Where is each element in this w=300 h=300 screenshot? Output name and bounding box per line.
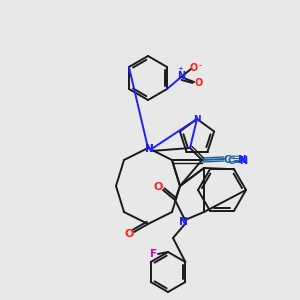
Text: N: N [177, 71, 185, 81]
Text: +: + [177, 66, 183, 72]
Text: C: C [224, 155, 232, 165]
Text: ≡: ≡ [230, 153, 241, 166]
Text: -: - [199, 61, 202, 70]
Text: O: O [153, 182, 163, 192]
Text: N: N [193, 116, 201, 124]
Text: N: N [178, 217, 188, 227]
Text: N: N [178, 217, 188, 227]
Text: O: O [195, 78, 203, 88]
Text: N: N [238, 155, 247, 165]
Text: N: N [145, 144, 153, 154]
Text: C: C [227, 156, 234, 166]
Text: ≡: ≡ [233, 156, 242, 166]
Text: N: N [145, 144, 153, 154]
Text: N: N [239, 156, 247, 166]
Text: O: O [190, 63, 198, 73]
Text: O: O [124, 229, 134, 239]
Text: F: F [150, 249, 158, 259]
